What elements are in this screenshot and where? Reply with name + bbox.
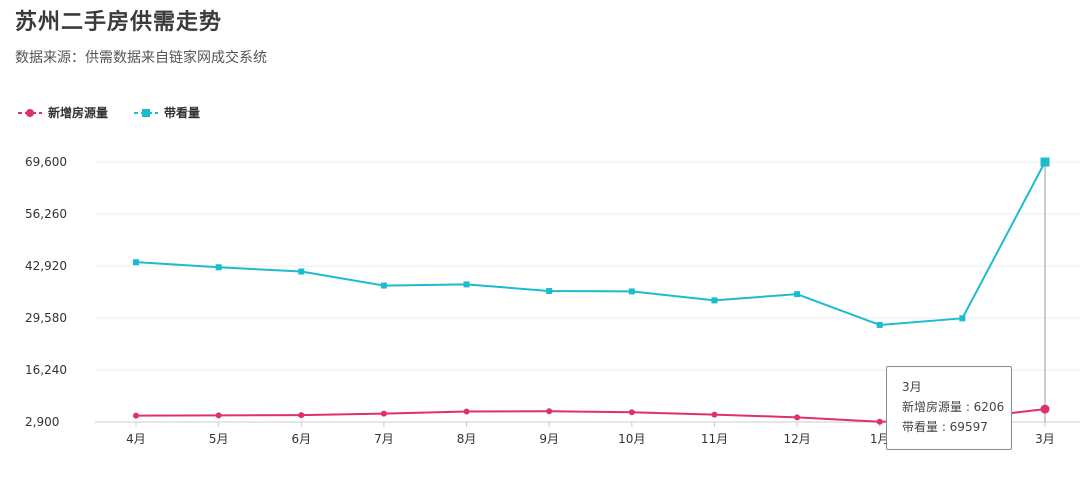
chart-title: 苏州二手房供需走势 (15, 10, 223, 35)
legend-item-new-listings[interactable]: 新增房源量 (18, 104, 108, 121)
tooltip-month: 3月 (902, 380, 922, 394)
x-tick-label: 3月 (1035, 432, 1055, 446)
data-point (215, 264, 222, 271)
data-point (133, 259, 139, 266)
data-point (876, 418, 883, 425)
data-point (794, 291, 801, 298)
x-tick-label: 11月 (701, 432, 728, 446)
tooltip-new-listings: 新增房源量 : 6206 (902, 400, 1005, 414)
data-point (959, 315, 966, 322)
data-point (463, 408, 470, 415)
data-point (711, 297, 718, 304)
y-tick-label: 16,240 (25, 363, 67, 377)
data-point (1040, 157, 1050, 167)
data-point (1040, 404, 1050, 414)
legend-label: 新增房源量 (48, 106, 109, 120)
data-point (546, 408, 553, 415)
x-tick-label: 7月 (374, 432, 394, 446)
x-tick-label: 4月 (126, 432, 146, 446)
series-line-viewings (135, 161, 1046, 326)
data-point (133, 412, 139, 419)
data-point (546, 288, 553, 295)
y-tick-label: 42,920 (25, 259, 67, 273)
data-point (628, 288, 635, 295)
tooltip: 3月 新增房源量 : 6206 带看量 : 69597 (886, 366, 1012, 450)
legend: 新增房源量 带看量 (18, 104, 200, 121)
data-point (794, 414, 801, 421)
circle-marker-icon (18, 108, 42, 117)
data-point (876, 321, 883, 328)
data-point (380, 282, 387, 289)
x-tick-label: 8月 (457, 432, 477, 446)
x-tick-label: 10月 (618, 432, 645, 446)
x-tick-label: 6月 (291, 432, 311, 446)
data-point (380, 410, 387, 417)
data-point (463, 281, 470, 288)
data-point (711, 411, 718, 418)
data-point (628, 409, 635, 416)
x-tick-label: 5月 (209, 432, 229, 446)
square-marker-icon (134, 108, 159, 117)
tooltip-viewings: 带看量 : 69597 (902, 420, 988, 434)
x-tick-label: 12月 (783, 432, 810, 446)
legend-item-viewings[interactable]: 带看量 (134, 104, 200, 121)
data-point (298, 268, 305, 275)
y-tick-label: 56,260 (25, 207, 67, 221)
x-tick-label: 1月 (870, 432, 890, 446)
x-tick-label: 9月 (539, 432, 559, 446)
data-point (215, 412, 222, 419)
chart-subtitle: 数据来源：供需数据来自链家网成交系统 (15, 50, 267, 66)
y-tick-label: 2,900 (25, 415, 59, 429)
data-point (298, 412, 305, 419)
legend-label: 带看量 (164, 106, 201, 120)
y-tick-label: 29,580 (25, 311, 67, 325)
y-tick-label: 69,600 (25, 155, 67, 169)
